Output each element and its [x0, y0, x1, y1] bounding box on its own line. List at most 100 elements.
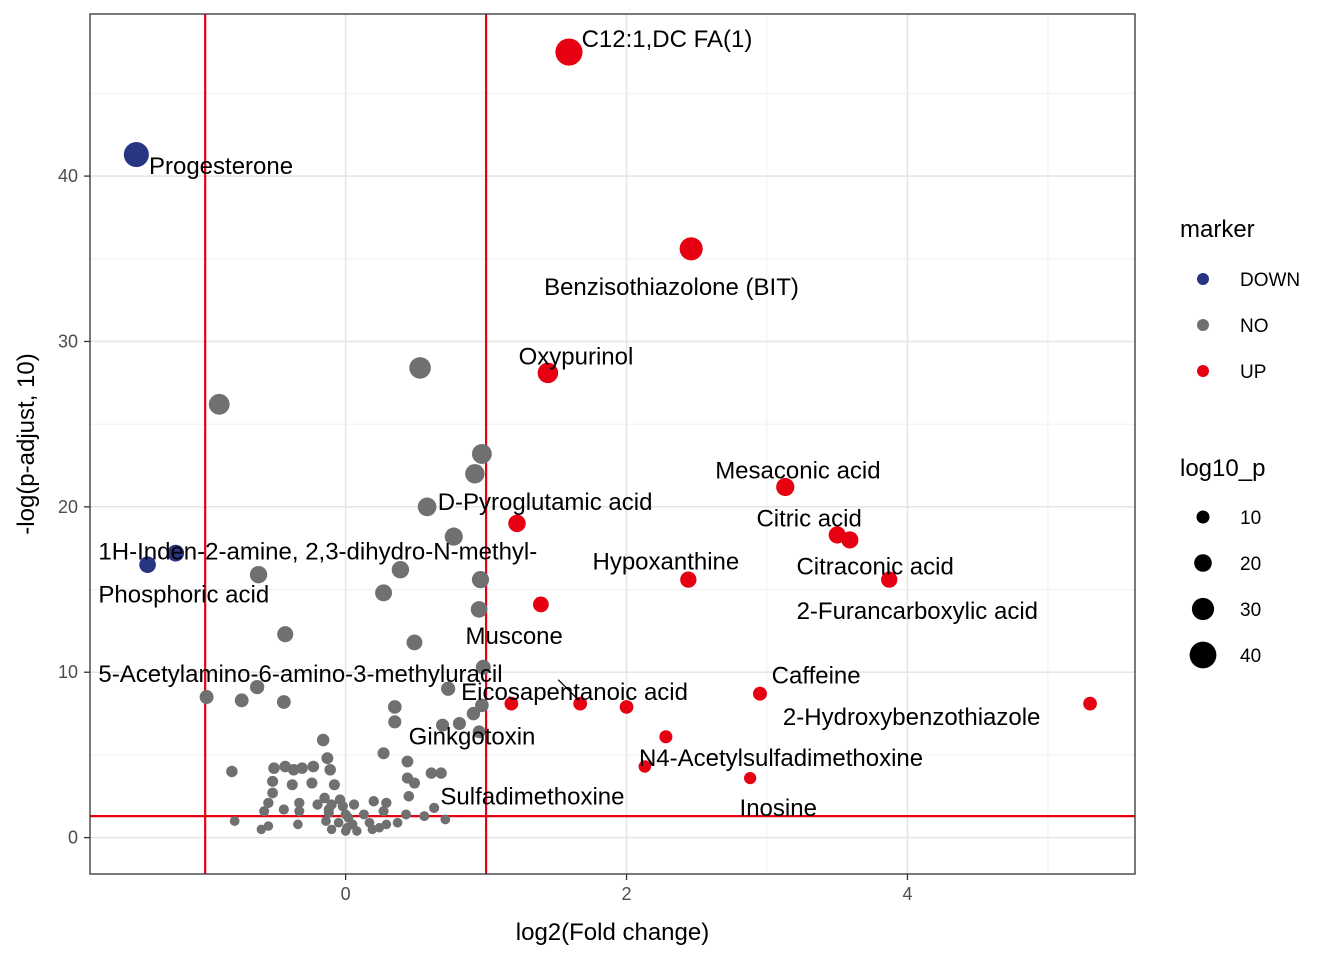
point-no	[326, 824, 337, 835]
point-no	[436, 718, 450, 732]
y-tick-label: 40	[58, 166, 78, 186]
point-no	[208, 393, 230, 415]
point-no	[234, 693, 249, 708]
legend-log10-p: log10_p 10 20 30 40	[1180, 455, 1265, 669]
point-label: Citric acid	[756, 505, 861, 532]
point-no	[471, 444, 492, 464]
point-no	[435, 767, 447, 779]
point-no	[267, 775, 279, 787]
y-tick-label: 30	[58, 331, 78, 351]
point-up	[679, 237, 703, 261]
point-no	[226, 765, 238, 778]
point-up	[841, 531, 859, 549]
point-no	[352, 826, 362, 836]
point-no	[337, 801, 348, 812]
point-label: Inosine	[740, 795, 817, 822]
panel-border	[89, 13, 1136, 875]
point-label: 2-Furancarboxylic acid	[797, 598, 1038, 625]
point-no	[319, 792, 330, 804]
label-leader-line	[557, 679, 577, 699]
point-no	[440, 814, 451, 825]
point-no	[296, 762, 308, 774]
point-up	[881, 571, 898, 588]
point-no	[472, 725, 486, 739]
legend-size-key	[1189, 641, 1217, 669]
point-no	[381, 797, 392, 809]
point-no	[401, 809, 412, 820]
point-label: C12:1,DC FA(1)	[582, 26, 753, 53]
point-label: Citraconic acid	[796, 553, 953, 580]
point-no	[307, 760, 320, 773]
y-axis-title: -log(p-adjust, 10)	[13, 353, 40, 534]
point-up	[638, 760, 652, 773]
point-no	[409, 357, 431, 379]
point-up	[744, 771, 757, 785]
point-no	[312, 799, 323, 810]
point-label: Progesterone	[149, 153, 293, 180]
point-no	[294, 806, 305, 817]
point-no	[387, 700, 402, 714]
point-no	[323, 804, 334, 815]
point-no	[368, 796, 379, 807]
point-no	[406, 634, 423, 651]
point-label: Muscone	[465, 623, 562, 650]
point-no	[324, 764, 336, 776]
point-no	[249, 679, 265, 695]
point-label: Benzisothiazolone (BIT)	[544, 274, 799, 301]
legend-key-down	[1197, 273, 1209, 285]
legend-size-key	[1191, 597, 1215, 621]
point-down	[139, 556, 156, 574]
legend-size-key	[1194, 554, 1212, 572]
point-label: Hypoxanthine	[592, 548, 739, 575]
legend-key-no	[1197, 319, 1209, 331]
point-no	[408, 777, 420, 789]
point-label: Oxypurinol	[519, 343, 634, 370]
point-no	[294, 797, 305, 809]
point-no	[388, 715, 402, 729]
point-label: Caffeine	[772, 663, 861, 690]
point-up	[555, 38, 583, 66]
point-label: N4-Acetylsulfadimethoxine	[639, 745, 923, 772]
point-up	[573, 696, 588, 711]
point-no	[466, 706, 481, 721]
legend-size-label: 20	[1240, 554, 1261, 575]
point-up	[532, 596, 549, 613]
y-tick-label: 0	[68, 828, 78, 848]
point-no	[199, 690, 214, 705]
point-no	[417, 497, 437, 517]
point-no	[377, 747, 390, 760]
legend-size-key	[1196, 510, 1210, 524]
point-label: Sulfadimethoxine	[440, 783, 624, 810]
point-label: 5-Acetylamino-6-amino-3-methyluracil	[98, 661, 502, 688]
point-no	[306, 777, 318, 789]
grid-layer	[90, 14, 1135, 874]
point-no	[374, 822, 385, 833]
point-no	[286, 779, 298, 791]
data-points	[123, 38, 1097, 836]
legend-label-no: NO	[1240, 316, 1269, 337]
point-no	[452, 716, 466, 731]
point-no	[342, 822, 352, 833]
point-no	[419, 811, 430, 822]
point-down	[167, 544, 185, 562]
point-up	[504, 696, 519, 711]
point-up	[619, 700, 634, 714]
point-label: 1H-Inden-2-amine, 2,3-dihydro-N-methyl-	[98, 539, 537, 566]
point-no	[348, 799, 360, 810]
point-no	[391, 560, 410, 579]
point-no	[358, 809, 369, 820]
x-axis-title: log2(Fold change)	[516, 919, 709, 946]
point-no	[475, 698, 489, 713]
point-no	[470, 601, 488, 618]
point-label: D-Pyroglutamic acid	[438, 489, 653, 516]
point-labels: C12:1,DC FA(1) Progesterone Benzisothiazol…	[98, 26, 1040, 822]
point-up	[659, 730, 673, 744]
point-down	[123, 142, 149, 168]
point-no	[293, 819, 303, 830]
threshold-lines	[90, 14, 1135, 874]
legend-size-label: 40	[1240, 646, 1261, 667]
point-no	[277, 626, 294, 643]
point-no	[259, 806, 270, 817]
point-no	[429, 802, 440, 813]
